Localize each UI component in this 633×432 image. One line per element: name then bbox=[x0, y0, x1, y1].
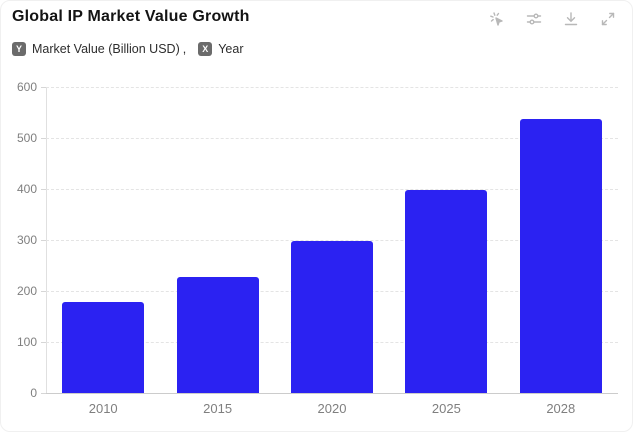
bar-2028[interactable] bbox=[519, 118, 602, 393]
legend-separator: , bbox=[182, 42, 187, 56]
x-tick-label-2025: 2025 bbox=[431, 401, 461, 416]
x-axis-legend-label: Year bbox=[218, 42, 244, 56]
expand-icon[interactable] bbox=[598, 9, 618, 29]
y-tick-label-100: 100 bbox=[16, 335, 37, 349]
bar-2020[interactable] bbox=[291, 241, 373, 393]
y-tick-500 bbox=[41, 138, 46, 139]
gridline-500 bbox=[46, 138, 618, 139]
y-tick-0 bbox=[41, 393, 46, 394]
bar-2010[interactable] bbox=[62, 302, 145, 393]
y-tick-label-600: 600 bbox=[16, 80, 37, 94]
axis-legend: Y Market Value (Billion USD) , X Year bbox=[12, 42, 243, 56]
x-tick-label-2015: 2015 bbox=[203, 401, 233, 416]
y-tick-label-200: 200 bbox=[16, 284, 37, 298]
click-pointer-icon[interactable] bbox=[487, 9, 507, 29]
download-icon[interactable] bbox=[561, 9, 581, 29]
y-tick-300 bbox=[41, 240, 46, 241]
y-tick-400 bbox=[41, 189, 46, 190]
gridline-600 bbox=[46, 87, 618, 88]
chart-toolbar bbox=[487, 9, 618, 29]
x-tick-label-2020: 2020 bbox=[317, 401, 347, 416]
y-tick-200 bbox=[41, 291, 46, 292]
y-axis-legend-label: Market Value (Billion USD) bbox=[32, 42, 180, 56]
y-tick-100 bbox=[41, 342, 46, 343]
gridline-400 bbox=[46, 189, 618, 190]
bar-2025[interactable] bbox=[405, 190, 488, 393]
plot-area bbox=[46, 87, 618, 393]
x-tick-label-2028: 2028 bbox=[546, 401, 576, 416]
page-title: Global IP Market Value Growth bbox=[12, 8, 250, 25]
bar-2015[interactable] bbox=[176, 276, 259, 393]
y-tick-label-500: 500 bbox=[16, 131, 37, 145]
x-axis-line bbox=[46, 393, 618, 394]
y-tick-600 bbox=[41, 87, 46, 88]
sliders-icon[interactable] bbox=[524, 9, 544, 29]
y-axis-badge: Y bbox=[12, 42, 26, 56]
y-tick-label-0: 0 bbox=[30, 386, 37, 400]
y-tick-label-300: 300 bbox=[16, 233, 37, 247]
x-tick-label-2010: 2010 bbox=[88, 401, 118, 416]
x-axis-badge: X bbox=[198, 42, 213, 56]
y-tick-label-400: 400 bbox=[16, 182, 37, 196]
gridline-300 bbox=[46, 240, 618, 241]
